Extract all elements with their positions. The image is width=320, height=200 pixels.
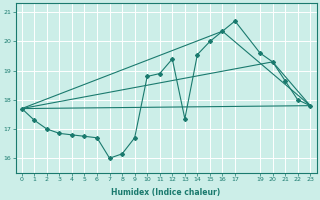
X-axis label: Humidex (Indice chaleur): Humidex (Indice chaleur) xyxy=(111,188,221,197)
